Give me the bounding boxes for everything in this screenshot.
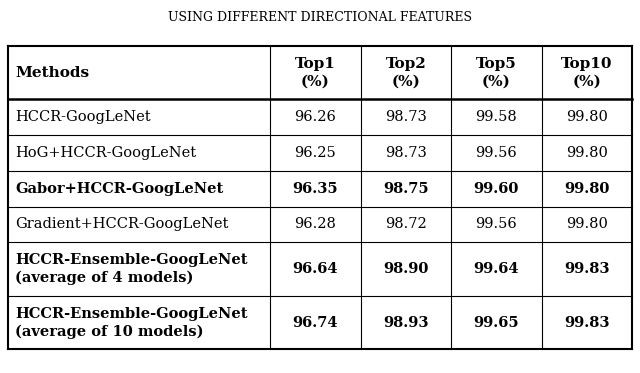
Text: 99.56: 99.56 [476,217,517,231]
Bar [360,171,451,207]
Text: HCCR-GoogLeNet: HCCR-GoogLeNet [15,110,151,124]
Bar [360,135,451,171]
Bar [270,99,360,135]
Text: Gradient+HCCR-GoogLeNet: Gradient+HCCR-GoogLeNet [15,217,228,231]
Text: 98.90: 98.90 [383,262,429,276]
Text: 98.75: 98.75 [383,182,429,196]
Bar [451,171,541,207]
Text: Top1
(%): Top1 (%) [295,57,336,88]
Bar [8,171,270,207]
Text: 99.83: 99.83 [564,316,610,330]
Text: 99.60: 99.60 [474,182,519,196]
Text: 98.73: 98.73 [385,110,427,124]
Bar [541,171,632,207]
Text: HCCR-Ensemble-GoogLeNet
(average of 4 models): HCCR-Ensemble-GoogLeNet (average of 4 mo… [15,253,248,285]
Text: 98.72: 98.72 [385,217,427,231]
Text: 98.73: 98.73 [385,146,427,160]
Bar [270,207,360,242]
Text: 99.64: 99.64 [474,262,519,276]
Text: Gabor+HCCR-GoogLeNet: Gabor+HCCR-GoogLeNet [15,182,223,196]
Text: Top10
(%): Top10 (%) [561,57,612,88]
Bar [451,207,541,242]
Text: 99.65: 99.65 [474,316,519,330]
Text: Top2
(%): Top2 (%) [385,57,426,88]
Text: 99.58: 99.58 [476,110,517,124]
Text: 96.25: 96.25 [294,146,336,160]
Text: 99.56: 99.56 [476,146,517,160]
Text: 99.83: 99.83 [564,262,610,276]
Text: 96.28: 96.28 [294,217,336,231]
Text: Top5
(%): Top5 (%) [476,57,516,88]
Text: USING DIFFERENT DIRECTIONAL FEATURES: USING DIFFERENT DIRECTIONAL FEATURES [168,10,472,23]
Bar [360,99,451,135]
Bar [8,99,270,135]
Text: HCCR-Ensemble-GoogLeNet
(average of 10 models): HCCR-Ensemble-GoogLeNet (average of 10 m… [15,307,248,339]
Bar [451,99,541,135]
Text: 96.35: 96.35 [292,182,338,196]
Text: 99.80: 99.80 [566,146,608,160]
Bar [8,207,270,242]
Bar [451,135,541,171]
Text: 99.80: 99.80 [566,217,608,231]
Text: Methods: Methods [15,66,90,79]
Text: 99.80: 99.80 [566,110,608,124]
Bar [270,171,360,207]
Bar [541,99,632,135]
Bar [541,135,632,171]
Bar [360,207,451,242]
Text: 99.80: 99.80 [564,182,610,196]
Bar [270,135,360,171]
Text: 96.26: 96.26 [294,110,336,124]
Bar [8,135,270,171]
Text: 96.74: 96.74 [292,316,338,330]
Text: HoG+HCCR-GoogLeNet: HoG+HCCR-GoogLeNet [15,146,196,160]
Text: 96.64: 96.64 [292,262,338,276]
Text: 98.93: 98.93 [383,316,429,330]
Bar [541,207,632,242]
